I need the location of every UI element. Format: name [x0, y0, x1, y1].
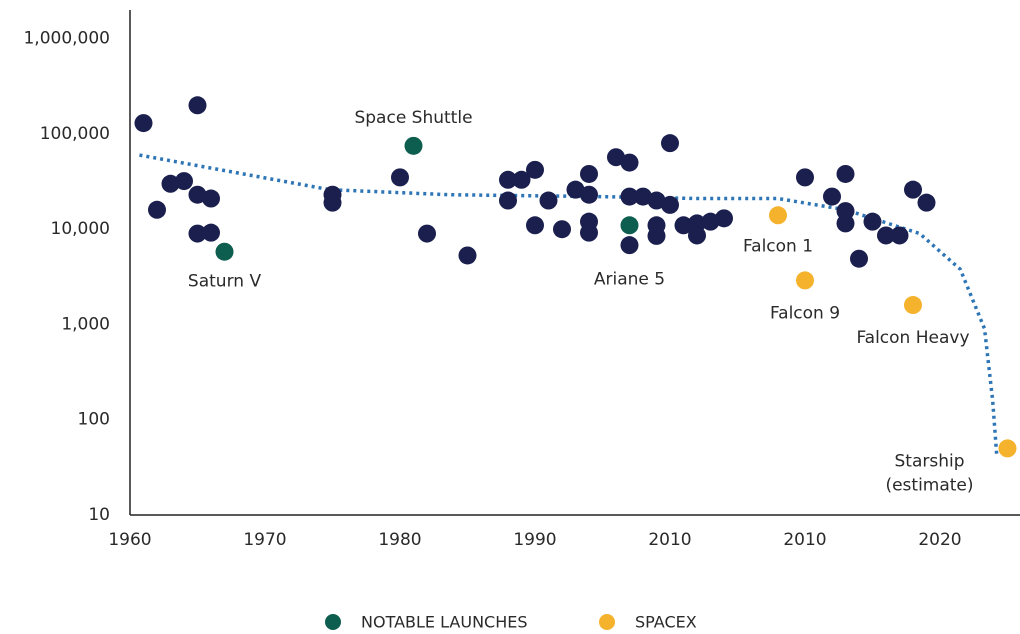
point — [526, 160, 544, 179]
point — [836, 214, 855, 233]
label-line: Starship — [894, 451, 964, 471]
point — [539, 191, 558, 210]
y-tick-label: 10,000 — [51, 219, 110, 239]
x-tick-label: 1990 — [513, 530, 556, 550]
point — [634, 187, 652, 206]
point — [688, 226, 706, 245]
x-tick-label: 2010 — [783, 530, 826, 550]
point — [188, 224, 207, 243]
trendline — [139, 153, 999, 455]
point — [620, 216, 639, 235]
point — [917, 193, 936, 212]
point — [323, 193, 342, 212]
label-line: (estimate) — [885, 475, 973, 495]
point-label: Ariane 5 — [594, 269, 665, 289]
y-tick-label: 1,000,000 — [23, 29, 110, 49]
x-tick-label: 2010 — [648, 530, 691, 550]
point — [418, 224, 436, 243]
x-tick-label: 2020 — [918, 530, 961, 550]
point — [148, 200, 166, 219]
point — [674, 216, 693, 235]
point — [661, 134, 679, 153]
point-label: Space Shuttle — [354, 108, 472, 128]
point — [890, 226, 909, 245]
y-tick-label: 100,000 — [40, 124, 110, 144]
legend-swatch — [325, 614, 341, 630]
point — [404, 136, 423, 155]
point — [796, 271, 814, 290]
point — [161, 174, 180, 193]
point — [566, 180, 585, 199]
point — [607, 148, 625, 167]
y-tick-label: 100 — [78, 410, 110, 430]
point — [904, 296, 922, 315]
point — [715, 209, 733, 228]
point-label: Starship (estimate) — [885, 451, 973, 495]
point — [904, 180, 922, 199]
point — [512, 170, 531, 189]
legend-label: NOTABLE LAUNCHES — [361, 613, 528, 632]
point — [998, 439, 1017, 458]
point — [499, 170, 517, 189]
point — [134, 114, 153, 133]
x-tick-label: 1970 — [243, 530, 286, 550]
y-tick-label: 10 — [88, 505, 110, 525]
x-tick-label: 1960 — [108, 530, 151, 550]
point-label: Falcon 1 — [743, 236, 813, 256]
point — [620, 187, 639, 206]
point — [580, 185, 598, 204]
point — [647, 191, 666, 210]
point — [580, 164, 598, 183]
point — [823, 187, 841, 206]
legend-label: SPACEX — [635, 613, 697, 632]
point-label: Falcon Heavy — [856, 328, 969, 348]
point — [850, 249, 868, 268]
point — [580, 223, 598, 242]
point — [647, 226, 666, 245]
point — [202, 223, 220, 242]
point — [836, 202, 855, 221]
x-tick-label: 1980 — [378, 530, 421, 550]
point — [836, 164, 855, 183]
point-label: Saturn V — [188, 272, 262, 292]
y-tick-label: 1,000 — [61, 314, 110, 334]
point — [175, 172, 193, 191]
point — [701, 212, 720, 231]
point — [499, 191, 517, 210]
point — [215, 242, 234, 261]
point — [202, 189, 220, 208]
point — [863, 212, 882, 231]
point — [620, 153, 639, 172]
point — [526, 216, 544, 235]
point — [796, 168, 814, 187]
point — [769, 206, 787, 225]
point — [620, 236, 639, 255]
point — [661, 195, 679, 214]
point — [553, 220, 571, 239]
point — [877, 226, 895, 245]
point-label: Falcon 9 — [770, 303, 840, 323]
legend-swatch — [599, 614, 615, 630]
point — [458, 246, 477, 265]
point — [391, 168, 409, 187]
point — [188, 96, 207, 115]
point — [188, 185, 207, 204]
